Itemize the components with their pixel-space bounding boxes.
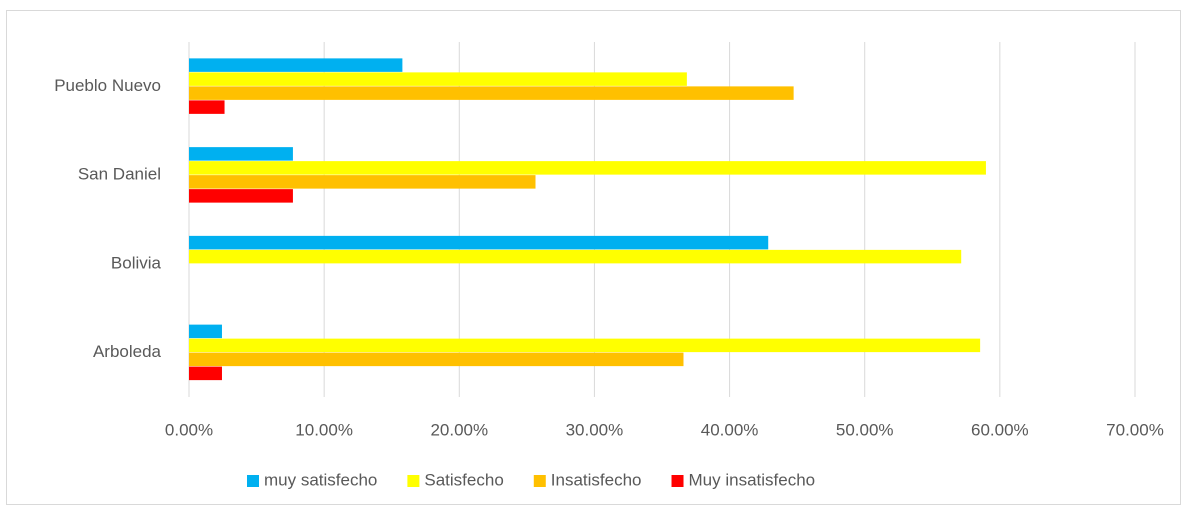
bar: [189, 235, 769, 250]
legend-swatch: [671, 475, 684, 487]
x-tick-label: 40.00%: [701, 420, 759, 439]
bar: [189, 86, 794, 100]
y-tick-label: Arboleda: [93, 342, 162, 361]
bar: [189, 338, 981, 353]
y-tick-label: San Daniel: [78, 165, 161, 184]
legend-label: muy satisfecho: [264, 470, 377, 489]
x-tick-label: 20.00%: [430, 420, 488, 439]
x-tick-label: 0.00%: [165, 420, 213, 439]
bar: [189, 147, 293, 161]
legend-label: Insatisfecho: [551, 470, 642, 489]
y-tick-label: Bolivia: [111, 253, 162, 272]
legend-swatch: [247, 475, 259, 487]
bar: [189, 175, 536, 189]
bar: [189, 58, 403, 72]
bar: [189, 366, 222, 381]
bar: [189, 100, 225, 114]
y-tick-label: Pueblo Nuevo: [54, 76, 161, 95]
x-tick-label: 30.00%: [566, 420, 624, 439]
x-tick-label: 60.00%: [971, 420, 1029, 439]
legend-label: Muy insatisfecho: [689, 470, 816, 489]
x-tick-label: 10.00%: [295, 420, 353, 439]
legend-swatch: [407, 475, 420, 487]
bar: [189, 249, 962, 264]
legend-swatch: [533, 475, 546, 487]
bar: [189, 189, 293, 203]
bar: [189, 324, 222, 339]
bar: [189, 72, 687, 86]
bar: [189, 352, 684, 367]
x-tick-label: 70.00%: [1106, 420, 1164, 439]
x-tick-label: 50.00%: [836, 420, 894, 439]
bar: [189, 161, 986, 175]
legend-label: Satisfecho: [424, 470, 503, 489]
